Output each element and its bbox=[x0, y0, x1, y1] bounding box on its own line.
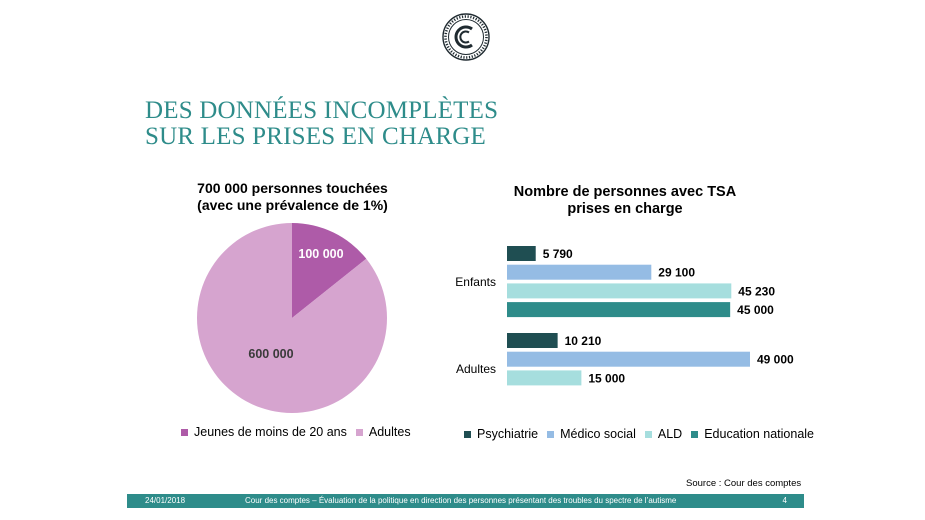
pie-slice-adultes bbox=[197, 223, 387, 413]
bar-legend-swatch-education-nationale bbox=[691, 430, 699, 438]
bar-legend-item-ald: ALD bbox=[644, 427, 683, 441]
pie-data-label-adultes: 600 000 bbox=[248, 347, 293, 361]
bar-chart-title: Nombre de personnes avec TSA prises en c… bbox=[500, 184, 750, 218]
footer-bar: 24/01/2018 Cour des comptes – Évaluation… bbox=[127, 494, 804, 508]
pie-legend-label-jeunes: Jeunes de moins de 20 ans bbox=[194, 425, 347, 439]
bar-enfants-education-nationale bbox=[507, 302, 731, 318]
pie-chart-title-line-1: 700 000 personnes touchées bbox=[197, 180, 388, 196]
bar-adultes-medico-social bbox=[507, 351, 750, 367]
bar-legend-label-ald: ALD bbox=[657, 427, 683, 441]
cour-des-comptes-seal-icon bbox=[442, 13, 490, 61]
category-label-adultes: Adultes bbox=[456, 362, 496, 376]
footer-date: 24/01/2018 bbox=[145, 496, 186, 505]
bar-label-adultes-medico-social: 49 000 bbox=[757, 353, 794, 367]
bar-chart: Enfants 5 790 29 100 45 230 45 000 Adultes 10 … bbox=[455, 246, 794, 386]
bar-label-adultes-ald: 15 000 bbox=[588, 371, 625, 385]
pie-legend-label-adultes: Adultes bbox=[368, 425, 411, 439]
bar-label-enfants-education-nationale: 45 000 bbox=[737, 303, 774, 317]
source-note: Source : Cour des comptes bbox=[686, 478, 802, 489]
bar-enfants-psychiatrie bbox=[507, 246, 536, 261]
bar-legend-swatch-ald bbox=[644, 430, 652, 438]
bar-enfants-medico-social bbox=[507, 264, 652, 280]
bar-legend-swatch-medico-social bbox=[547, 430, 555, 438]
slide-title-line-1: DES DONNÉES INCOMPLÈTES bbox=[145, 97, 499, 124]
pie-legend-swatch-jeunes bbox=[181, 428, 188, 436]
bar-legend-swatch-psychiatrie bbox=[464, 430, 471, 438]
bar-chart-legend: Psychiatrie Médico social ALD Education … bbox=[464, 427, 823, 441]
category-label-enfants: Enfants bbox=[455, 275, 496, 289]
pie-legend-item-adultes: Adultes bbox=[355, 425, 411, 439]
pie-data-label-jeunes-de-moins-de-20-ans: 100 000 bbox=[298, 247, 343, 261]
footer-text: Cour des comptes – Évaluation de la poli… bbox=[245, 496, 677, 505]
pie-legend-swatch-adultes bbox=[355, 428, 363, 436]
bar-label-adultes-psychiatrie: 10 210 bbox=[565, 334, 602, 348]
bar-adultes-ald bbox=[507, 370, 582, 386]
bar-chart-title-line-2: prises en charge bbox=[567, 201, 683, 217]
bar-legend-item-education-nationale: Education nationale bbox=[691, 427, 814, 441]
pie-chart-title: 700 000 personnes touchées (avec une pré… bbox=[170, 180, 415, 214]
bar-chart-title-line-1: Nombre de personnes avec TSA bbox=[513, 184, 737, 200]
pie-chart-title-line-2: (avec une prévalence de 1%) bbox=[197, 197, 388, 213]
pie-slice-jeunes-de-moins-de-20-ans bbox=[292, 223, 367, 318]
bar-legend-label-psychiatrie: Psychiatrie bbox=[477, 427, 539, 441]
bar-legend-label-medico-social: Médico social bbox=[560, 427, 636, 441]
bar-legend-item-psychiatrie: Psychiatrie bbox=[464, 427, 538, 441]
bar-legend-label-education-nationale: Education nationale bbox=[704, 427, 815, 441]
bar-label-enfants-psychiatrie: 5 790 bbox=[543, 247, 573, 261]
page-number: 4 bbox=[782, 496, 787, 505]
slide-title-line-2: SUR LES PRISES EN CHARGE bbox=[145, 123, 486, 150]
pie-chart-legend: Jeunes de moins de 20 ans Adultes bbox=[181, 425, 420, 439]
bar-label-enfants-ald: 45 230 bbox=[738, 284, 775, 298]
slide-title: DES DONNÉES INCOMPLÈTES SUR LES PRISES E… bbox=[145, 98, 498, 150]
bar-legend-item-medico-social: Médico social bbox=[547, 427, 636, 441]
bar-adultes-psychiatrie bbox=[507, 333, 558, 348]
pie-chart: 100 000 600 000 bbox=[197, 223, 387, 413]
pie-legend-item-jeunes: Jeunes de moins de 20 ans bbox=[181, 425, 347, 439]
bar-label-enfants-medico-social: 29 100 bbox=[658, 266, 695, 280]
bar-enfants-ald bbox=[507, 283, 732, 299]
